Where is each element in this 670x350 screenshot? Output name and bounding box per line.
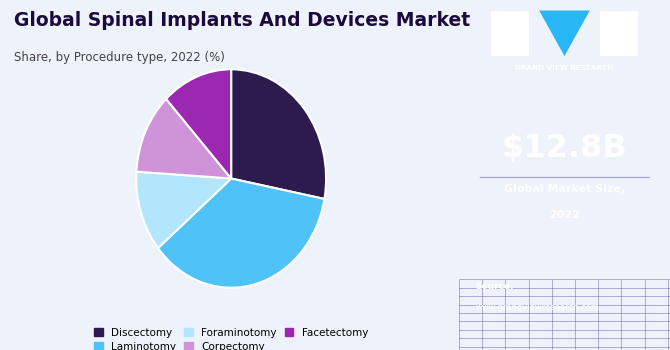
Wedge shape — [137, 99, 231, 178]
Wedge shape — [136, 172, 231, 248]
Wedge shape — [158, 178, 324, 288]
Text: $12.8B: $12.8B — [502, 133, 627, 164]
Text: Share, by Procedure type, 2022 (%): Share, by Procedure type, 2022 (%) — [14, 51, 224, 64]
Text: Global Market Size,: Global Market Size, — [504, 184, 625, 194]
Text: www.grandviewresearch.com: www.grandviewresearch.com — [476, 303, 600, 312]
Text: Global Spinal Implants And Devices Market: Global Spinal Implants And Devices Marke… — [14, 10, 470, 29]
Wedge shape — [166, 69, 231, 178]
Wedge shape — [231, 69, 326, 199]
FancyBboxPatch shape — [600, 10, 639, 56]
Text: Source:: Source: — [476, 282, 515, 291]
Polygon shape — [539, 10, 590, 56]
Legend: Discectomy, Laminotomy, Foraminotomy, Corpectomy, Facetectomy: Discectomy, Laminotomy, Foraminotomy, Co… — [90, 324, 372, 350]
Text: 2022: 2022 — [549, 210, 580, 220]
FancyBboxPatch shape — [490, 10, 529, 56]
Text: GRAND VIEW RESEARCH: GRAND VIEW RESEARCH — [515, 65, 614, 71]
